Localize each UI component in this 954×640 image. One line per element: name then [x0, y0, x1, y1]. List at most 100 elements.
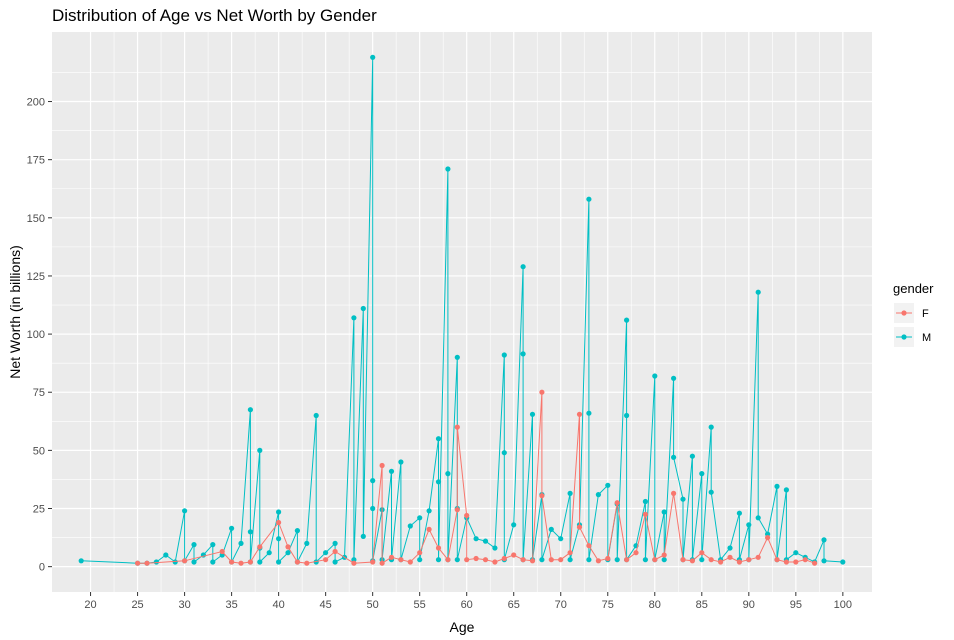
- data-point-M: [501, 450, 507, 456]
- data-point-F: [407, 559, 413, 565]
- data-point-M: [191, 542, 197, 548]
- data-point-F: [501, 555, 507, 562]
- y-tick-label: 125: [27, 271, 45, 283]
- data-point-M: [247, 407, 253, 413]
- x-tick-label: 65: [508, 599, 520, 611]
- data-point-F: [793, 559, 799, 565]
- x-tick-label: 85: [696, 599, 708, 611]
- data-point-M: [304, 540, 310, 547]
- legend: gender FM: [893, 281, 934, 347]
- data-point-M: [652, 373, 658, 379]
- data-point-M: [539, 557, 545, 563]
- data-point-F: [426, 526, 432, 533]
- data-point-M: [689, 453, 696, 459]
- data-point-F: [294, 559, 300, 565]
- data-point-F: [661, 552, 667, 558]
- data-point-M: [210, 559, 216, 565]
- data-point-M: [699, 557, 705, 563]
- data-point-M: [454, 354, 460, 360]
- data-point-M: [661, 557, 667, 563]
- data-point-M: [276, 536, 282, 542]
- data-point-M: [285, 550, 291, 556]
- data-point-M: [708, 489, 714, 495]
- y-tick-label: 175: [27, 155, 45, 167]
- data-point-M: [624, 412, 630, 419]
- data-point-F: [454, 424, 460, 430]
- data-point-F: [304, 560, 310, 566]
- plot-panel: [52, 32, 872, 592]
- data-point-M: [388, 468, 395, 474]
- data-point-M: [182, 508, 188, 514]
- data-point-M: [520, 264, 526, 270]
- data-point-M: [755, 289, 761, 295]
- data-point-F: [774, 557, 780, 563]
- data-point-M: [774, 483, 780, 489]
- data-point-F: [379, 462, 385, 469]
- data-point-F: [285, 544, 291, 550]
- data-point-M: [247, 529, 253, 535]
- data-point-F: [548, 557, 554, 563]
- data-point-M: [821, 558, 827, 564]
- data-point-M: [671, 375, 677, 381]
- data-point-M: [840, 559, 846, 565]
- data-point-M: [671, 454, 677, 460]
- data-point-F: [539, 493, 545, 499]
- data-point-F: [135, 560, 141, 566]
- x-tick-label: 60: [461, 599, 473, 611]
- data-point-F: [539, 389, 545, 395]
- data-point-F: [689, 558, 696, 564]
- x-tick-label: 90: [743, 599, 755, 611]
- data-point-M: [370, 478, 376, 484]
- data-point-M: [191, 559, 197, 565]
- data-point-F: [445, 557, 451, 563]
- data-point-F: [736, 559, 743, 565]
- x-tick-label: 75: [602, 599, 614, 611]
- data-point-F: [727, 554, 733, 560]
- x-tick-label: 30: [178, 599, 190, 611]
- grid-minor: [52, 32, 872, 592]
- data-point-M: [736, 510, 743, 516]
- data-point-F: [257, 544, 263, 550]
- data-point-F: [567, 550, 573, 556]
- y-tick-label: 50: [33, 445, 45, 457]
- data-point-M: [351, 315, 357, 321]
- data-point-F: [586, 543, 592, 549]
- data-point-F: [671, 490, 677, 496]
- legend-item-F: F: [894, 303, 929, 323]
- data-point-F: [464, 557, 470, 563]
- legend-items: FM: [894, 303, 931, 347]
- data-point-M: [642, 557, 649, 563]
- x-tick-label: 20: [84, 599, 96, 611]
- data-point-F: [482, 557, 489, 563]
- data-point-M: [332, 559, 338, 565]
- x-tick-label: 100: [834, 599, 852, 611]
- data-point-F: [144, 560, 150, 566]
- data-point-F: [323, 557, 329, 563]
- data-point-F: [642, 511, 649, 517]
- x-axis: 20 25 30 35 40 45 50 55 60 65 70 75 80 85 90 95 100: [84, 592, 852, 611]
- data-point-M: [332, 540, 338, 547]
- x-tick-label: 80: [649, 599, 661, 611]
- data-point-M: [821, 537, 827, 543]
- data-point-F: [765, 535, 771, 541]
- data-point-M: [370, 505, 376, 512]
- data-point-M: [699, 471, 705, 477]
- data-point-M: [558, 536, 564, 542]
- data-point-F: [473, 555, 479, 562]
- data-point-F: [492, 559, 498, 565]
- data-point-M: [614, 557, 620, 563]
- data-point-F: [699, 550, 705, 556]
- data-point-M: [586, 557, 592, 563]
- x-tick-label: 50: [367, 599, 379, 611]
- data-point-F: [182, 558, 188, 564]
- data-point-M: [360, 533, 366, 540]
- data-point-M: [417, 557, 423, 563]
- data-point-M: [276, 559, 282, 565]
- data-point-M: [210, 542, 216, 548]
- data-point-M: [435, 557, 442, 563]
- data-point-M: [172, 559, 178, 565]
- data-point-M: [417, 515, 423, 521]
- data-point-F: [576, 411, 583, 417]
- data-point-F: [229, 559, 235, 565]
